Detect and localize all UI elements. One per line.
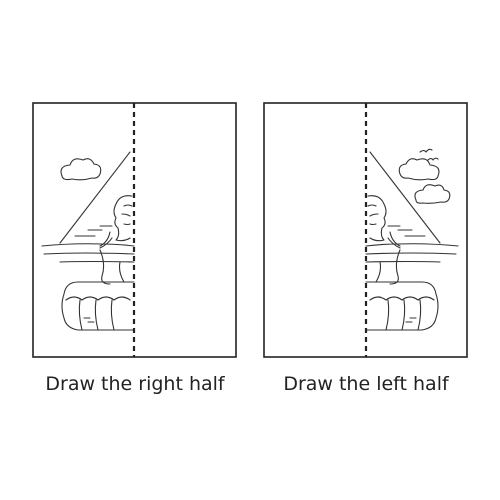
- caption: Draw the left half: [283, 373, 450, 395]
- caption: Draw the right half: [45, 373, 226, 395]
- birds: [419, 148, 439, 161]
- cloud: [414, 184, 451, 204]
